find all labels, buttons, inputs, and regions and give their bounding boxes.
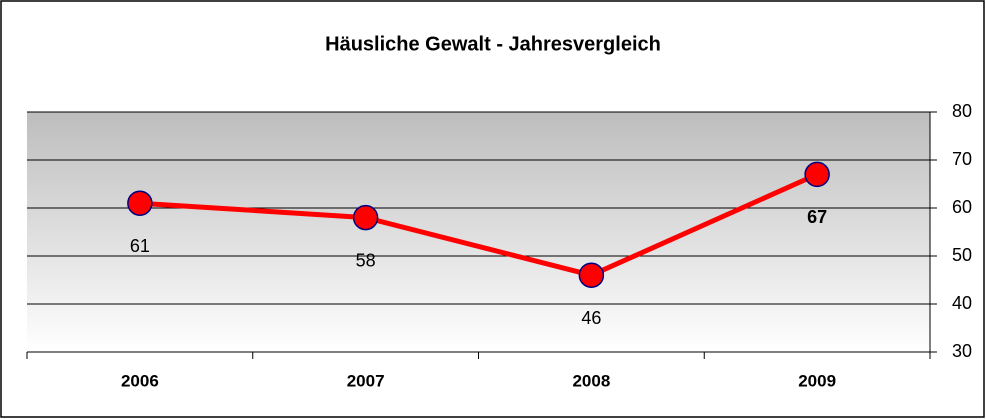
y-tick-label: 40 <box>952 293 972 313</box>
x-tick-label: 2006 <box>121 371 159 390</box>
point <box>578 262 605 288</box>
y-tick-label: 50 <box>952 245 972 265</box>
point <box>804 161 830 188</box>
line <box>139 172 819 278</box>
y-tick-label: 30 <box>952 341 972 361</box>
x-tick-label: 2009 <box>798 371 836 390</box>
y-tick-label: 60 <box>952 197 972 217</box>
chart-title: Häusliche Gewalt - Jahresvergleich <box>325 33 661 55</box>
data-label: 46 <box>581 308 601 328</box>
data-label: 67 <box>807 207 827 227</box>
x-tick-label: 2008 <box>572 371 610 390</box>
y-tick-label: 70 <box>952 149 972 169</box>
point <box>127 190 153 216</box>
plot-area <box>27 112 930 352</box>
data-label: 61 <box>130 236 150 256</box>
y-tick-label: 80 <box>952 101 972 121</box>
x-tick-label: 2007 <box>347 371 385 390</box>
data-label: 58 <box>356 250 376 270</box>
point <box>352 204 379 231</box>
